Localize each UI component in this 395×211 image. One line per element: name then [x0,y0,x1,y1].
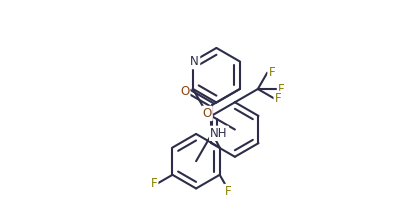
Text: F: F [275,92,281,105]
Text: F: F [278,83,285,96]
Text: F: F [225,185,231,198]
Text: NH: NH [210,127,228,140]
Text: O: O [180,85,189,98]
Text: F: F [269,66,275,79]
Text: N: N [190,55,199,68]
Text: F: F [150,177,157,190]
Text: O: O [202,107,212,120]
